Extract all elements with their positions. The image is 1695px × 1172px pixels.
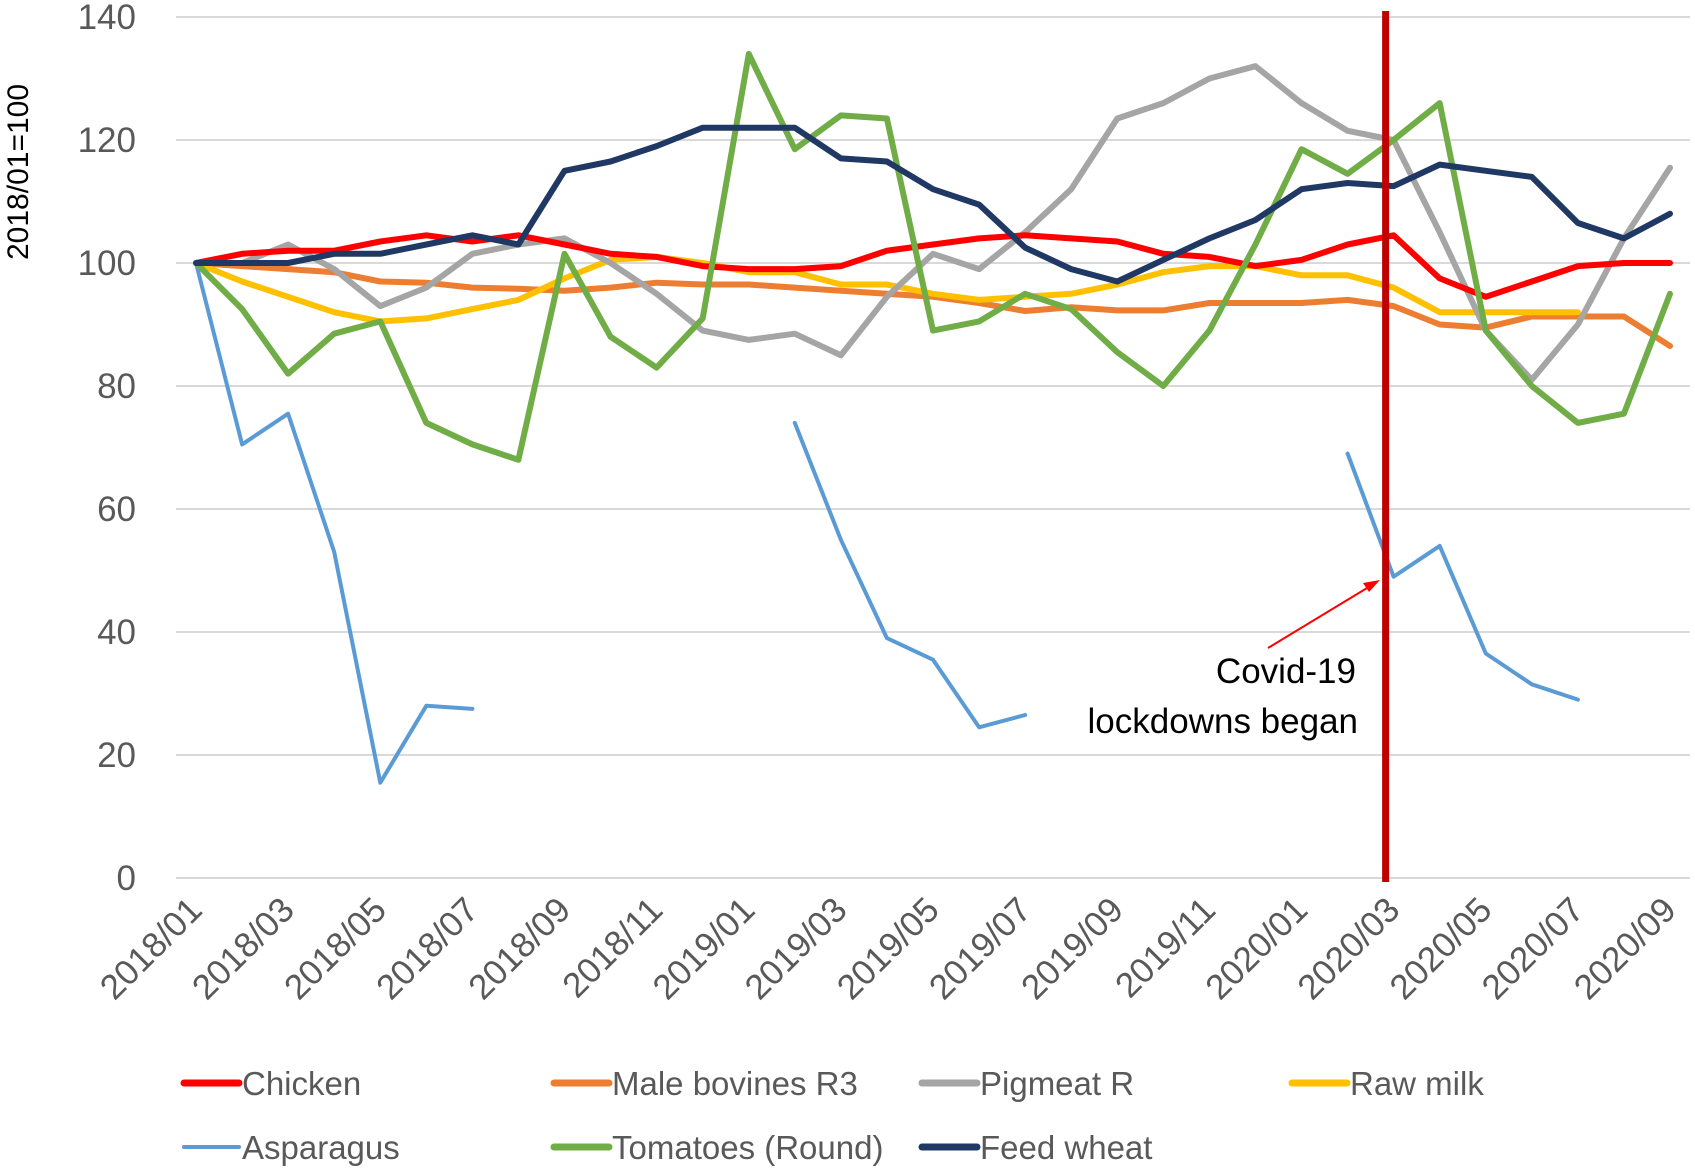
series-line-feed-wheat [193, 124, 1673, 285]
legend-item: Pigmeat R [918, 1065, 1134, 1102]
legend-label: Asparagus [242, 1129, 400, 1166]
annotation-arrow [1267, 584, 1373, 649]
x-tick-label: 2020/09 [1567, 890, 1684, 1007]
x-tick-label: 2020/01 [1198, 890, 1315, 1007]
annotation-arrowhead [1363, 580, 1380, 592]
x-axis-ticks: 2018/012018/032018/052018/072018/092018/… [93, 890, 1684, 1007]
x-tick-label: 2018/03 [185, 890, 302, 1007]
x-tick-label: 2019/01 [645, 890, 762, 1007]
x-tick-label: 2018/07 [369, 890, 486, 1007]
x-tick-label: 2019/05 [830, 890, 947, 1007]
legend-item: Male bovines R3 [550, 1065, 858, 1102]
legend-label: Tomatoes (Round) [612, 1129, 883, 1166]
y-axis-ticks: 0 20 40 60 80 100 120 140 [78, 0, 136, 898]
gridlines [176, 16, 1690, 879]
series-line-tomatoes-round [193, 50, 1673, 463]
series-line-raw-milk [193, 253, 1581, 325]
annotation-line-2: lockdowns began [1088, 702, 1358, 741]
legend-label: Raw milk [1350, 1065, 1484, 1102]
y-tick-label: 40 [97, 613, 136, 652]
y-tick-label: 20 [97, 736, 136, 775]
y-tick-label: 120 [78, 121, 136, 160]
x-tick-label: 2020/07 [1474, 890, 1591, 1007]
legend-label: Feed wheat [980, 1129, 1152, 1166]
legend-item: Tomatoes (Round) [550, 1129, 883, 1166]
x-tick-label: 2018/05 [277, 890, 394, 1007]
legend-label: Male bovines R3 [612, 1065, 858, 1102]
y-tick-label: 80 [97, 367, 136, 406]
x-tick-label: 2019/03 [737, 890, 854, 1007]
legend-item: Asparagus [182, 1129, 400, 1166]
x-tick-label: 2019/09 [1014, 890, 1131, 1007]
x-tick-label: 2019/07 [922, 890, 1039, 1007]
y-tick-label: 0 [117, 859, 136, 898]
annotation-line-1: Covid-19 [1216, 652, 1356, 691]
y-axis-label: 2018/01=100 [2, 84, 35, 260]
legend-item: Chicken [180, 1065, 361, 1102]
x-tick-label: 2018/09 [461, 890, 578, 1007]
legend-item: Feed wheat [918, 1129, 1152, 1166]
x-tick-label: 2018/01 [93, 890, 210, 1007]
series-line-chicken [193, 232, 1673, 300]
x-tick-label: 2020/05 [1382, 890, 1499, 1007]
legend-item: Raw milk [1288, 1065, 1484, 1102]
y-tick-label: 60 [97, 490, 136, 529]
legend-label: Pigmeat R [980, 1065, 1134, 1102]
x-tick-label: 2020/03 [1290, 890, 1407, 1007]
legend-label: Chicken [242, 1065, 361, 1102]
y-tick-label: 140 [78, 0, 136, 37]
series-line-pigmeat-r [193, 63, 1673, 383]
covid-annotation: Covid-19 lockdowns began [1088, 580, 1380, 741]
y-tick-label: 100 [78, 244, 136, 283]
series-lines [193, 50, 1673, 785]
series-line-asparagus [194, 261, 1580, 785]
legend: Chicken Male bovines R3 Pigmeat R Raw milk A… [180, 1065, 1484, 1166]
